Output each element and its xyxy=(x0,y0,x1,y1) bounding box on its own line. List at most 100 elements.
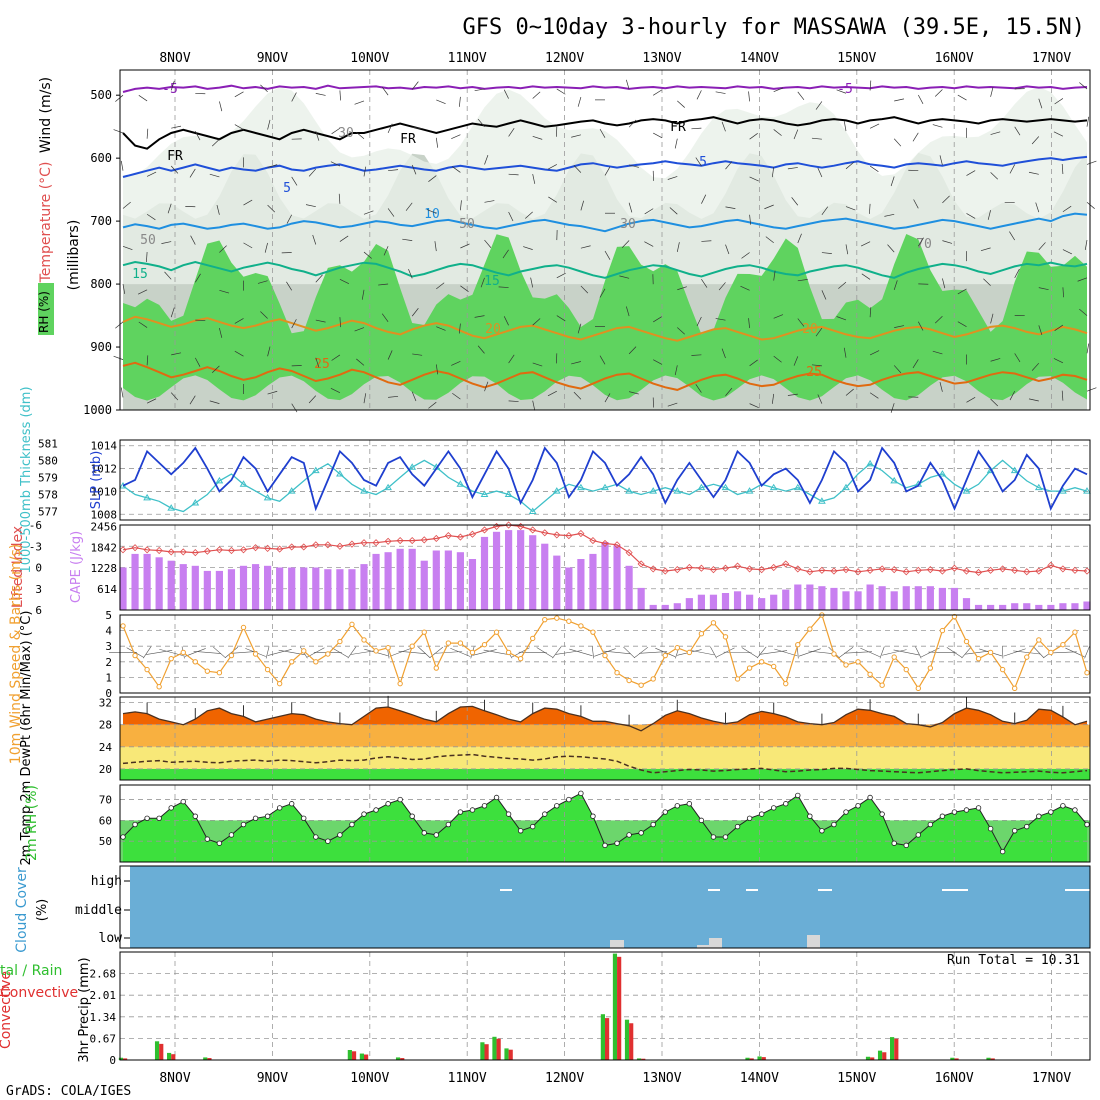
wind-barb xyxy=(405,202,413,211)
wind-barb xyxy=(990,313,994,324)
cloud-row-label: low xyxy=(99,931,123,946)
wind-barb xyxy=(894,325,905,328)
axis-label: 2m RH (%) xyxy=(24,785,40,861)
contour-label: -5 xyxy=(837,82,853,97)
cape-bar xyxy=(842,591,850,610)
wind-barb xyxy=(1009,391,1016,401)
wind-barb xyxy=(350,650,378,655)
wind-barb xyxy=(1053,131,1064,137)
wind-barb xyxy=(1086,116,1090,127)
wind-barb xyxy=(361,289,365,300)
contour-label: -5 xyxy=(162,82,178,97)
wind-barb xyxy=(532,91,541,99)
wind-speed-point xyxy=(301,648,307,654)
date-label-bottom: 14NOV xyxy=(740,1071,779,1086)
lifted-index-point xyxy=(794,565,802,573)
wind-barb xyxy=(388,395,399,398)
wind-barb xyxy=(387,350,393,360)
wind-speed-point xyxy=(216,670,223,676)
date-label-bottom: 16NOV xyxy=(935,1071,974,1086)
wind-speed-point xyxy=(517,655,524,662)
precip-total-bar xyxy=(636,1058,642,1060)
wind-barb xyxy=(472,649,497,656)
wind-barb xyxy=(291,92,297,102)
temp-area xyxy=(123,706,1087,725)
wind-barb xyxy=(667,402,678,407)
cape-bar xyxy=(492,531,501,610)
wind-barb xyxy=(843,121,847,132)
wind-barb xyxy=(710,646,717,659)
rh2m-point xyxy=(445,821,452,828)
wind-barb xyxy=(773,314,784,319)
wind-barb xyxy=(821,206,829,215)
cape-bar xyxy=(179,564,187,610)
rh2m-point xyxy=(698,817,705,824)
wind-speed-point xyxy=(156,684,162,690)
wind-barb xyxy=(146,398,157,404)
lifted-index-point xyxy=(444,532,452,540)
chart-title: GFS 0~10day 3-hourly for MASSAWA (39.5E,… xyxy=(462,15,1085,40)
rh2m-point xyxy=(626,832,632,838)
cape-bar xyxy=(589,553,597,610)
wind-barb xyxy=(170,80,175,91)
cape-bar xyxy=(480,536,489,610)
ytick-label: 1842 xyxy=(91,541,118,554)
wind-speed-point xyxy=(602,652,608,659)
wind-barb xyxy=(990,358,1001,362)
wind-speed-point xyxy=(325,651,331,657)
wind-barb xyxy=(677,286,687,291)
wind-barb xyxy=(1062,287,1064,298)
lifted-index-point xyxy=(709,566,718,574)
wind-barb xyxy=(170,165,179,174)
rh2m-point xyxy=(325,838,331,844)
wind-barb xyxy=(604,393,611,403)
wind-barb xyxy=(774,648,798,657)
wind-barb xyxy=(503,316,509,326)
lifted-index-point xyxy=(661,567,669,575)
ytick-label: 581 xyxy=(38,437,58,450)
wind-barb xyxy=(980,247,991,251)
high-cloud-mark xyxy=(942,889,968,891)
wind-barb xyxy=(1086,201,1095,209)
wind-barb xyxy=(523,246,533,250)
axis-label: (millibars) xyxy=(66,220,82,291)
low-cloud-mark xyxy=(697,945,710,948)
wind-barb xyxy=(330,161,341,167)
thickness-point xyxy=(167,504,176,511)
wind-barb xyxy=(1053,358,1064,364)
cape-bar xyxy=(131,553,139,610)
cloud-row-label: middle xyxy=(75,903,122,918)
wind-barb xyxy=(1061,163,1064,175)
wind-speed-point xyxy=(505,649,512,656)
contour-label: 70 xyxy=(916,237,932,252)
isotherm-FR xyxy=(122,116,1088,150)
lifted-index-point xyxy=(360,539,368,547)
date-label-top: 17NOV xyxy=(1032,51,1071,66)
wind-barb xyxy=(383,246,389,256)
wind-barb xyxy=(552,646,562,659)
precip-total-bar xyxy=(600,1014,605,1060)
lifted-index-point xyxy=(758,566,766,574)
cape-bar xyxy=(215,570,223,610)
precip-total-bar xyxy=(865,1056,871,1060)
wind-barb xyxy=(701,279,708,288)
wind-barb xyxy=(264,242,268,253)
wind-barb xyxy=(1038,287,1049,291)
lifted-index-point xyxy=(227,546,236,555)
ytick-label: 577 xyxy=(38,505,58,518)
lifted-index-point xyxy=(806,568,814,576)
wind-speed-point xyxy=(734,676,741,682)
rh2m-point xyxy=(951,809,958,815)
cape-bar xyxy=(625,565,633,610)
rh2m-point xyxy=(349,821,355,828)
wind-barb xyxy=(339,317,341,328)
rh2m-point xyxy=(180,798,186,805)
wind-barb xyxy=(604,250,611,260)
wind-barb xyxy=(211,365,220,374)
wind-barb xyxy=(435,364,439,375)
wind-barb xyxy=(821,252,832,254)
wind-barb xyxy=(869,80,872,91)
lifted-index-point xyxy=(577,529,585,538)
wind-barb xyxy=(556,315,566,322)
precip-convective-bar xyxy=(954,1058,959,1060)
